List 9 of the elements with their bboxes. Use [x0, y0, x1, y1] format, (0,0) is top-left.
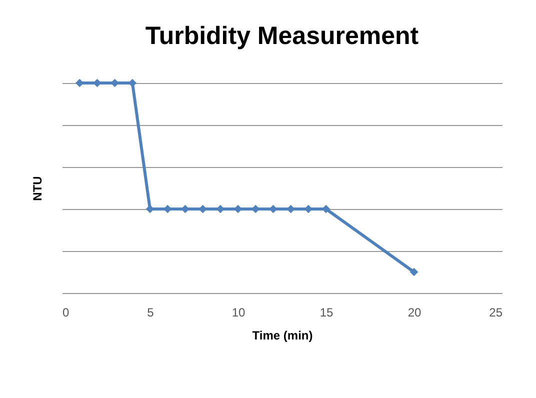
- x-axis-title: Time (min): [252, 328, 313, 342]
- y-axis-title: NTU: [30, 176, 44, 201]
- x-tick-label: 5: [147, 306, 154, 320]
- x-tick-label: 0: [62, 306, 70, 320]
- x-tick-label: 15: [320, 306, 334, 320]
- x-tick-label: 20: [408, 306, 422, 320]
- x-tick-label: 25: [489, 306, 503, 320]
- chart-title: Turbidity Measurement: [145, 22, 420, 50]
- x-tick-label: 10: [232, 306, 246, 320]
